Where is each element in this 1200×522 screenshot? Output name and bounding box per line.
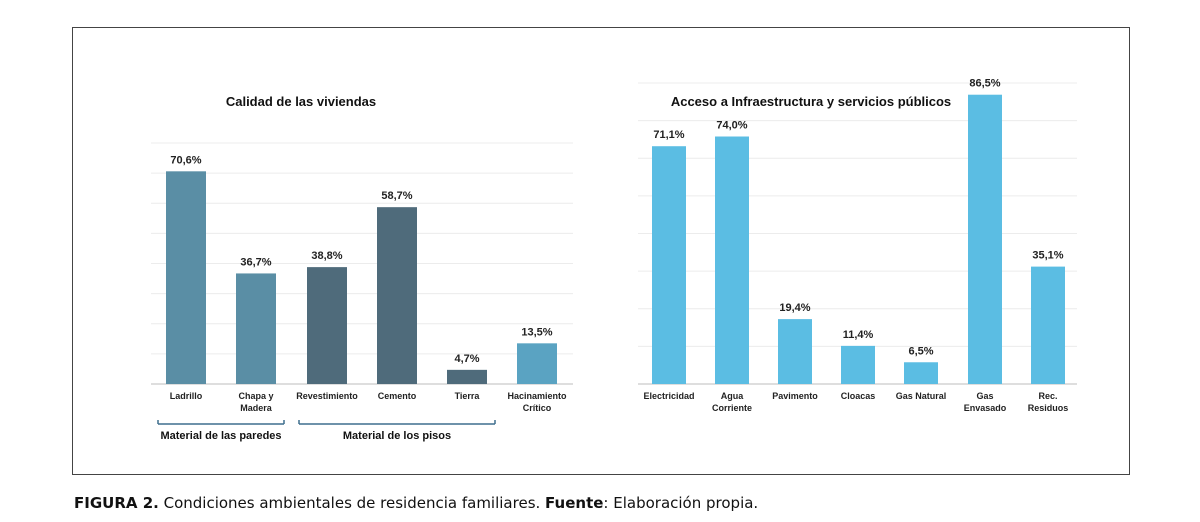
quality-value-label: 70,6% [170,154,201,166]
quality-category-label: Madera [240,403,273,413]
services-bar [715,136,749,384]
figure-caption: FIGURA 2. Condiciones ambientales de res… [74,494,758,512]
quality-category-label: Chapa y [238,391,273,401]
quality-group-label: Material de los pisos [343,430,451,442]
figure-frame: Calidad de las viviendas 70,6% Ladrillo 36,… [72,27,1130,475]
quality-group-label: Material de las paredes [160,430,281,442]
services-chart-title: Acceso a Infraestructura y servicios púb… [671,94,951,109]
services-category-label: Envasado [964,403,1007,413]
caption-label: FIGURA 2. [74,494,159,512]
services-category-label: Electricidad [643,391,694,401]
quality-value-label: 4,7% [454,353,479,365]
quality-value-label: 36,7% [240,256,271,268]
services-bar [841,345,875,384]
services-bar [652,146,686,384]
services-bar [904,362,938,384]
figure-charts: Calidad de las viviendas 70,6% Ladrillo 36,… [151,78,1077,442]
services-category-label: Rec. [1038,391,1057,401]
quality-category-label: Tierra [455,391,481,401]
caption-text: Condiciones ambientales de residencia fa… [158,494,546,512]
services-category-label: Cloacas [841,391,876,401]
quality-category-label: Revestimiento [296,391,358,401]
services-category-label: Gas [976,391,993,401]
services-value-label: 71,1% [653,129,684,141]
services-category-label: Residuos [1028,403,1069,413]
quality-value-label: 38,8% [311,250,342,262]
quality-category-label: Hacinamiento [507,391,567,401]
quality-category-label: Cemento [378,391,417,401]
quality-category-label: Crítico [523,403,552,413]
quality-bar [447,369,487,384]
services-bar [778,319,812,384]
quality-chart-title: Calidad de las viviendas [226,94,376,109]
services-bar [1031,266,1065,384]
services-value-label: 35,1% [1032,250,1063,262]
caption-source-text: : Elaboración propia. [603,494,759,512]
services-category-label: Pavimento [772,391,818,401]
quality-bar [517,343,557,384]
services-value-label: 74,0% [716,120,747,132]
services-value-label: 19,4% [779,302,810,314]
caption-source-label: Fuente [545,494,604,512]
quality-category-label: Ladrillo [170,391,203,401]
services-value-label: 11,4% [843,329,874,341]
services-category-label: Corriente [712,403,752,413]
services-value-label: 6,5% [908,345,933,357]
quality-value-label: 13,5% [521,326,552,338]
quality-bar [166,171,206,384]
services-category-label: Agua [721,391,744,401]
services-bar [968,94,1002,384]
quality-bar [307,267,347,384]
quality-value-label: 58,7% [381,190,412,202]
quality-bar [377,207,417,384]
services-value-label: 86,5% [969,78,1000,90]
quality-bar [236,273,276,384]
services-category-label: Gas Natural [896,391,947,401]
